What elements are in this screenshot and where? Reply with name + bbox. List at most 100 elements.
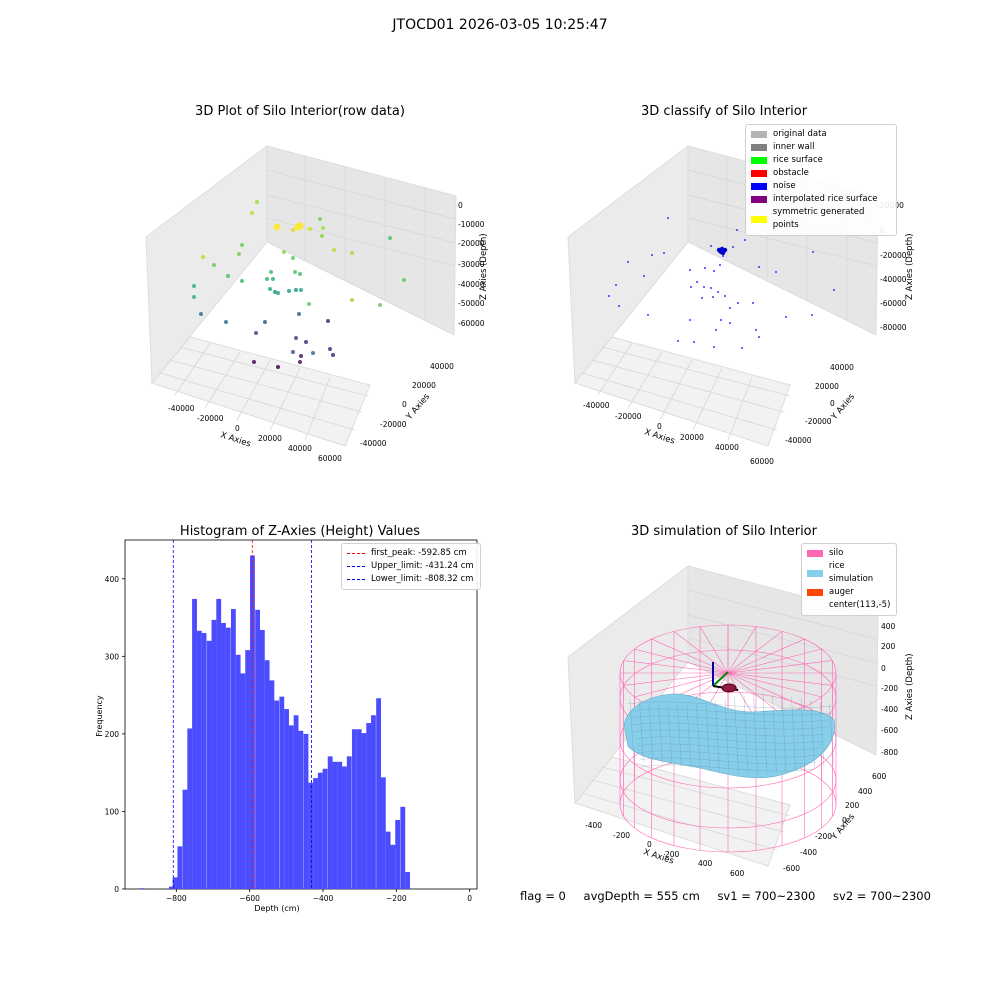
legend-item: noise: [751, 180, 891, 193]
silo-spoke: [623, 672, 729, 686]
panel2-noise-point: [719, 264, 721, 266]
histogram-bar: [356, 729, 362, 889]
rice-mesh-line: [696, 704, 701, 770]
legend-item: auger: [807, 586, 891, 599]
panel2-noise-point: [737, 302, 739, 304]
histogram-bar: [264, 660, 270, 889]
panel2-noise-point: [690, 286, 692, 288]
panel1-ytick: -20000: [380, 420, 407, 429]
silo-spoke: [727, 672, 833, 686]
rice-mesh-line: [715, 700, 720, 772]
panel4-xtick: -400: [585, 821, 602, 830]
rice-mesh-line: [753, 694, 758, 774]
panel2-noise-point: [732, 246, 734, 248]
panel1-point: [328, 347, 332, 351]
rice-mesh-line: [641, 764, 815, 772]
rice-mesh-line: [658, 705, 663, 764]
legend-label: rice surface: [773, 155, 823, 165]
status-line: flag = 0 avgDepth = 555 cm sv1 = 700~230…: [520, 889, 945, 903]
panel1-ticks: -40000 -20000 0 20000 40000 60000 -40000…: [168, 201, 485, 463]
legend-item: first_peak: -592.85 cm: [347, 547, 475, 560]
panel4-ytick: 600: [872, 772, 887, 781]
panel2-noise-point: [715, 329, 717, 331]
histogram-bar: [371, 715, 376, 889]
panel2-noise-point: [720, 319, 722, 321]
histogram-bar: [376, 698, 382, 889]
legend-item: original data: [751, 128, 891, 141]
panel2-cluster-point: [722, 247, 728, 253]
panel2-noise-point: [736, 229, 738, 231]
panel4-ytick: -600: [783, 864, 800, 873]
panel1-point: [350, 251, 354, 255]
histogram-bar: [139, 888, 145, 889]
legend-label: Upper_limit: -431.24 cm: [371, 561, 474, 571]
panel1-point: [311, 351, 315, 355]
histogram-xtick-label: −600: [239, 894, 260, 903]
histogram-bar: [187, 728, 193, 889]
panel1-xtick: 20000: [258, 434, 282, 443]
histogram-bar: [201, 633, 207, 889]
panel2-noise-point: [689, 319, 691, 321]
rice-mesh-line: [633, 729, 825, 737]
rice-mesh-line: [639, 757, 817, 765]
histogram-bar: [221, 622, 226, 889]
panel1-grid: [159, 156, 456, 441]
panel4-xtick: 600: [730, 869, 745, 878]
rice-mesh-line: [724, 698, 730, 773]
panel2-noise-point: [712, 296, 714, 298]
panel2-ytick: 0: [830, 399, 835, 408]
panel2-ytick: -40000: [785, 436, 812, 445]
panel4-zlabel: Z Axies (Depth): [905, 653, 915, 720]
silo-spoke: [673, 631, 729, 674]
panel1-point: [321, 226, 325, 230]
legend-item: center(113,-5): [807, 599, 891, 612]
legend-swatch: [751, 144, 767, 151]
histogram-bar: [269, 680, 275, 889]
status-sv2: sv2 = 700~2300: [833, 889, 931, 903]
panel1-point: [298, 272, 302, 276]
panel1-ytick: 0: [402, 400, 407, 409]
histogram-bar: [395, 819, 401, 889]
panel2-noise-point: [724, 295, 726, 297]
panel1-back-pane: [266, 145, 457, 336]
panel2-xtick: 40000: [715, 443, 739, 452]
panel1-ztick: -30000: [458, 260, 485, 269]
legend-label: first_peak: -592.85 cm: [371, 548, 467, 558]
legend-line: [347, 553, 365, 554]
rice-mesh-line: [772, 694, 777, 773]
panel1-ytick: 40000: [430, 362, 454, 371]
legend-swatch: [807, 550, 823, 557]
panel4-ytick: 400: [858, 787, 873, 796]
rice-mesh-line: [627, 701, 833, 709]
panel1-point: [299, 354, 303, 358]
panel2-ytick: -20000: [805, 417, 832, 426]
histogram-ytick-label: 0: [114, 885, 119, 894]
panel1-point: [276, 291, 280, 295]
panel2-xtick: -40000: [583, 401, 610, 410]
histogram-bar: [216, 598, 222, 889]
histogram-bar: [308, 782, 314, 889]
panel4-ztick: -800: [881, 748, 898, 757]
rice-mesh-line: [636, 743, 821, 751]
histogram-ylabel: Frequency: [95, 695, 104, 737]
panel2-noise-point: [701, 297, 703, 299]
panel1-ztick: 0: [458, 201, 463, 210]
panel2-ytick: 40000: [830, 363, 854, 372]
histogram-bar: [255, 609, 261, 889]
legend-item: inner wall: [751, 141, 891, 154]
histogram-bar: [211, 619, 217, 889]
legend-swatch: [751, 170, 767, 177]
panel1-ytick: -40000: [360, 439, 387, 448]
panel2-noise-point: [703, 286, 705, 288]
histogram-bar: [192, 598, 197, 889]
silo-spoke: [727, 660, 833, 674]
panel1-point: [388, 236, 392, 240]
rice-mesh-line: [667, 705, 673, 765]
panel4-xtick: 200: [665, 850, 680, 859]
panel1-point: [402, 278, 406, 282]
panel1-xlabel: X Axies: [219, 430, 252, 449]
histogram-xtick-label: 0: [467, 894, 472, 903]
panel1-point: [254, 331, 258, 335]
legend-item: Lower_limit: -808.32 cm: [347, 573, 475, 586]
